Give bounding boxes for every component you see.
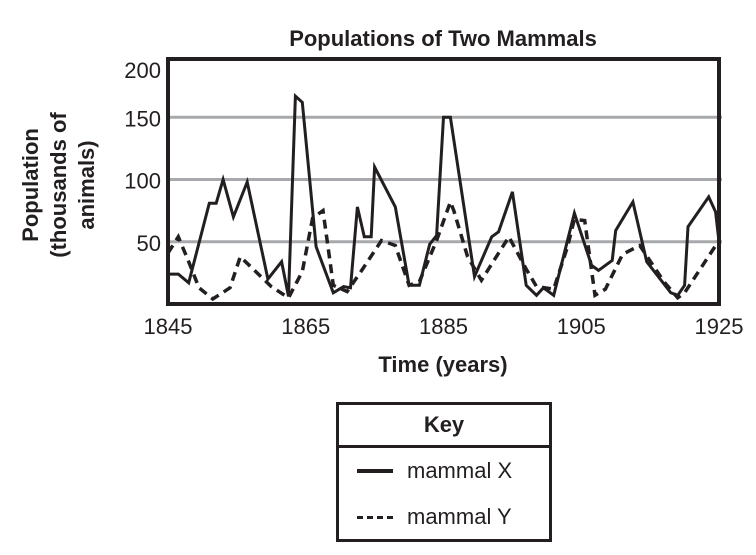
y-axis-label-line: (thousands of xyxy=(46,112,71,258)
y-tick-label: 100 xyxy=(124,169,161,194)
y-tick-labels: 50 100 150 200 xyxy=(124,58,161,256)
series-line-mammal-x xyxy=(168,92,721,298)
chart: Populations of Two Mammals 50 100 150 200 1… xyxy=(18,26,744,377)
x-tick-labels: 1845 1865 1885 1905 1925 xyxy=(144,314,744,339)
legend-label: mammal X xyxy=(407,458,513,483)
legend-title: Key xyxy=(339,405,549,448)
y-axis-label-line: animals) xyxy=(74,140,99,229)
y-tick-label: 200 xyxy=(124,58,161,83)
y-axis-label: Population (thousands of animals) xyxy=(18,112,99,258)
x-tick-label: 1925 xyxy=(695,314,744,339)
legend-item-mammal-y: mammal Y xyxy=(339,494,549,540)
x-tick-label: 1905 xyxy=(557,314,606,339)
y-tick-label: 150 xyxy=(124,106,161,131)
chart-title: Populations of Two Mammals xyxy=(289,26,597,51)
series-line-mammal-y xyxy=(166,196,721,302)
x-tick-label: 1885 xyxy=(419,314,468,339)
x-tick-label: 1865 xyxy=(281,314,330,339)
x-tick-label: 1845 xyxy=(144,314,193,339)
series-group xyxy=(166,92,721,302)
x-axis-label: Time (years) xyxy=(378,352,507,377)
y-axis-label-line: Population xyxy=(18,128,43,242)
legend-label: mammal Y xyxy=(407,504,512,529)
legend: Key mammal X mammal Y xyxy=(336,402,552,542)
plot-frame xyxy=(166,57,721,306)
solid-line-swatch xyxy=(357,469,393,473)
legend-item-mammal-x: mammal X xyxy=(339,448,549,494)
dashed-line-swatch xyxy=(357,516,393,519)
y-tick-label: 50 xyxy=(137,231,161,256)
